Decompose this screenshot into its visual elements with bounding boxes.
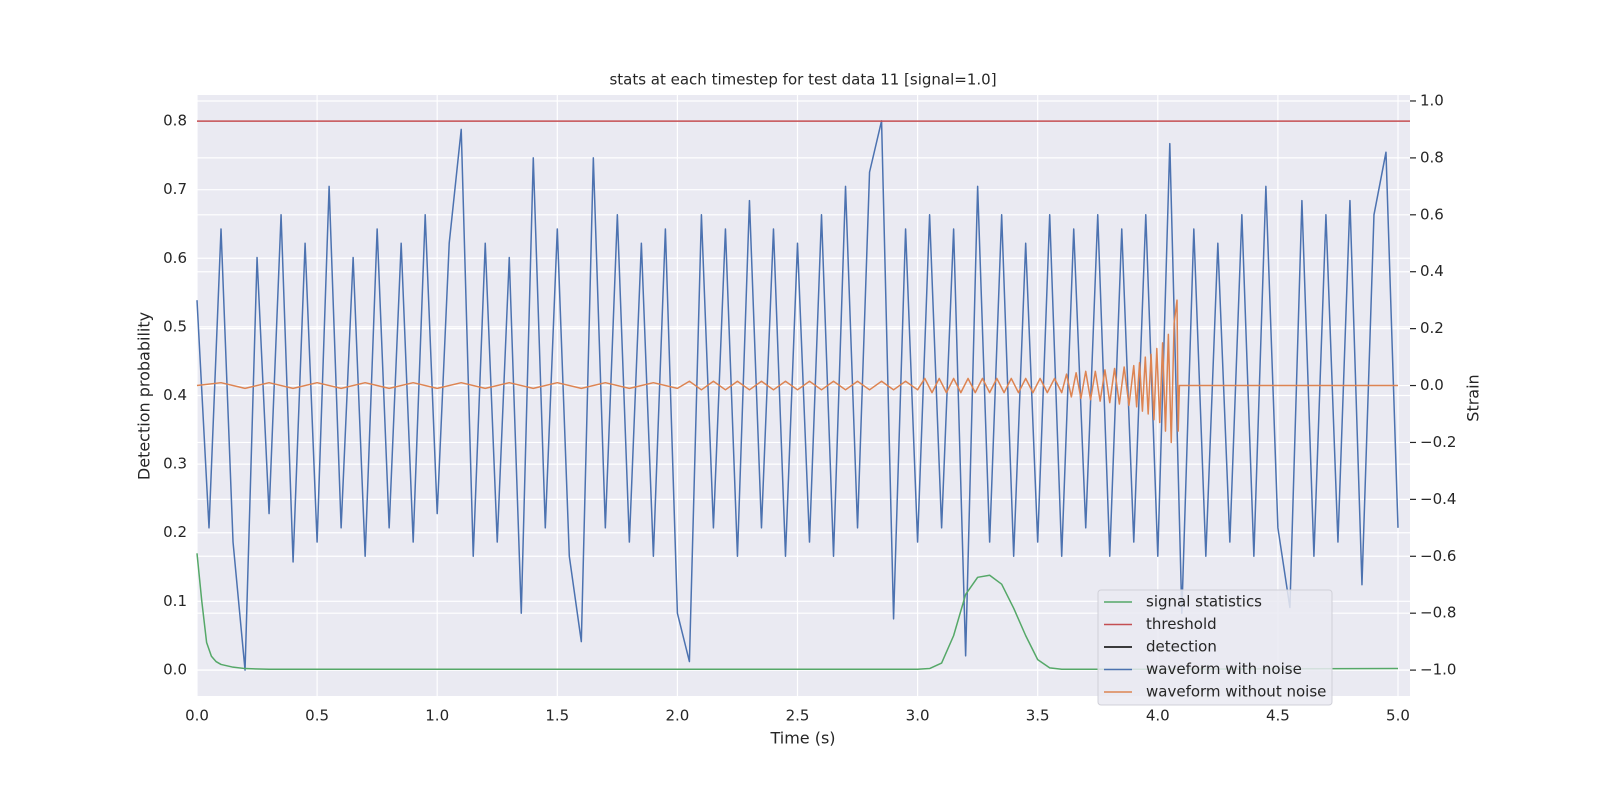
- y2-tick-label: 0.6: [1420, 205, 1444, 223]
- y-tick-label: 0.0: [163, 660, 187, 678]
- legend-label: waveform with noise: [1146, 660, 1302, 678]
- x-tick-label: 3.0: [906, 707, 930, 725]
- axes: 0.0 0.5 1.0 1.5 2.0 2.5 3.0 3.5 4.0 4.5 5.0 0.0 0.1 0…: [163, 91, 1456, 724]
- x-tick-label: 0.5: [305, 707, 329, 725]
- y2-axis-label: Strain: [1464, 374, 1483, 421]
- y2-tick-label: 0.8: [1420, 148, 1444, 166]
- legend-label: threshold: [1146, 615, 1217, 633]
- legend-label: waveform without noise: [1146, 683, 1326, 701]
- x-tick-label: 1.0: [425, 707, 449, 725]
- x-tick-label: 4.0: [1146, 707, 1170, 725]
- x-tick-label: 2.5: [786, 707, 810, 725]
- series-line: [196, 299, 1398, 444]
- y-tick-label: 0.7: [163, 180, 187, 198]
- y-tick-label: 0.1: [163, 592, 187, 610]
- x-tick-label: 4.5: [1266, 707, 1290, 725]
- y-tick-label: 0.4: [163, 386, 187, 404]
- x-tick-label: 3.5: [1026, 707, 1050, 725]
- y2-tick-label: 1.0: [1420, 91, 1444, 109]
- legend-label: detection: [1146, 638, 1217, 656]
- series-line: [196, 553, 1398, 670]
- x-axis-label: Time (s): [769, 729, 835, 748]
- y-tick-label: 0.6: [163, 249, 187, 267]
- x-tick-label: 0.0: [185, 707, 209, 725]
- y2-tick-label: −1.0: [1420, 661, 1456, 679]
- y-axis-label: Detection probability: [135, 312, 154, 480]
- y-tick-label: 0.2: [163, 523, 187, 541]
- chart-title: stats at each timestep for test data 11 …: [609, 71, 996, 89]
- y-tick-label: 0.8: [163, 112, 187, 130]
- y2-tick-label: 0.0: [1420, 376, 1444, 394]
- marks: [196, 120, 1410, 671]
- legend-box: [1097, 589, 1333, 706]
- y2-tick-label: 0.2: [1420, 319, 1444, 337]
- legend: signal statistics threshold detection wavef…: [1097, 589, 1333, 706]
- y2-tick-label: −0.6: [1420, 547, 1456, 565]
- x-tick-label: 1.5: [545, 707, 569, 725]
- y2-tick-label: −0.2: [1420, 433, 1456, 451]
- x-tick-label: 2.0: [665, 707, 689, 725]
- y2-tick-label: −0.8: [1420, 604, 1456, 622]
- legend-label: signal statistics: [1146, 593, 1262, 611]
- series-line: [196, 120, 1399, 671]
- y2-tick-label: 0.4: [1420, 262, 1444, 280]
- y2-tick-label: −0.4: [1420, 490, 1456, 508]
- y-tick-label: 0.5: [163, 317, 187, 335]
- y-tick-label: 0.3: [163, 455, 187, 473]
- x-tick-label: 5.0: [1386, 707, 1410, 725]
